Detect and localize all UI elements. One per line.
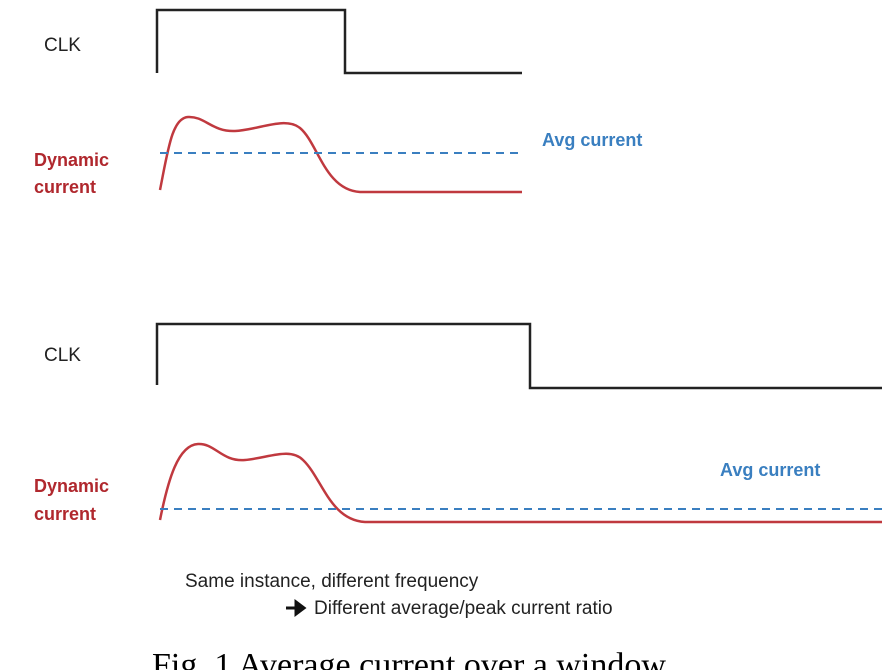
clock-wave <box>155 8 522 75</box>
avg-label: Avg current <box>542 130 642 150</box>
current-wave <box>158 442 882 524</box>
clock-label: CLK <box>44 345 81 366</box>
avg-label: Avg current <box>720 460 820 480</box>
panel-bottom: CLK Avg current Dynamic current <box>34 322 882 524</box>
panel-top: CLK Avg current Dynamic current <box>34 8 642 197</box>
current-label: current <box>34 177 96 197</box>
note-line: Same instance, different frequency <box>185 571 479 592</box>
current-label: Dynamic <box>34 150 109 170</box>
current-label: Dynamic <box>34 476 109 496</box>
arrow-icon <box>286 599 307 617</box>
note-line: Different average/peak current ratio <box>314 598 613 619</box>
figure-caption: Fig. 1 Average current over a window <box>152 647 666 670</box>
clock-wave <box>155 322 882 390</box>
current-label: current <box>34 504 96 524</box>
current-wave <box>158 115 522 194</box>
clock-label: CLK <box>44 35 81 56</box>
